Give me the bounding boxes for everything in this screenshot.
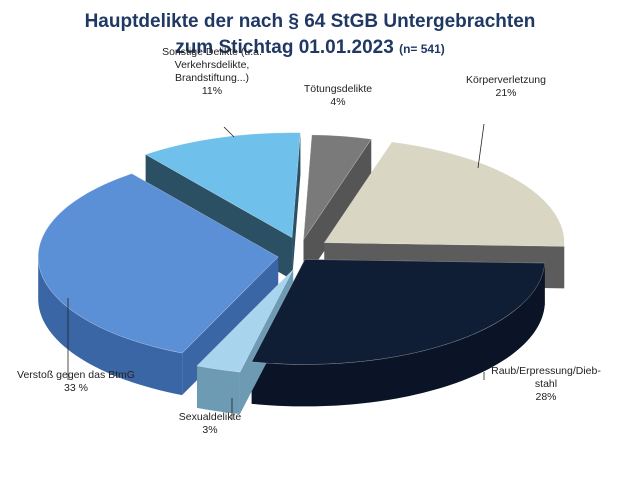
slice-label-name: Sonstige Delikte (u.a. xyxy=(162,46,262,58)
slice-label-percent: 21% xyxy=(495,87,517,99)
slice-label-name: Brandstiftung...) xyxy=(174,72,250,84)
slice-label-percent: 11% xyxy=(201,85,223,97)
chart-title-line1: Hauptdelikte der nach § 64 StGB Untergeb… xyxy=(84,11,536,32)
slice-label: Körperverletzung 21% xyxy=(451,74,561,100)
leader-line xyxy=(223,126,235,138)
slice-label: Tötungsdelikte 4% xyxy=(293,83,383,109)
slice-label-percent: 3% xyxy=(202,424,218,436)
slice-label-name: Sexualdelikte xyxy=(178,411,242,423)
slice-label-percent: 28% xyxy=(535,390,557,403)
pie-slice xyxy=(251,259,546,365)
pie-slice xyxy=(323,141,565,247)
chart-title-date: zum Stichtag 01.01.2023 xyxy=(175,37,394,58)
slice-label: Raub/Erpressung/Dieb-stahl 28% xyxy=(486,365,606,404)
slice-label-name: Körperverletzung xyxy=(466,74,546,86)
pie-slice xyxy=(144,132,301,239)
pie-top-layer xyxy=(37,132,565,373)
slice-label-name: stahl xyxy=(534,377,558,390)
slice-label-percent: 33 % xyxy=(64,382,88,394)
slice-label-name: Raub/Erpressung/Dieb- xyxy=(491,364,601,377)
pie-slice xyxy=(303,134,372,241)
slice-label-name: Verkehrsdelikte, xyxy=(174,59,250,71)
slice-label-name: Verstoß gegen das BtmG xyxy=(17,369,135,381)
slice-label-percent: 4% xyxy=(330,96,346,108)
slice-label: Sonstige Delikte (u.a. Verkehrsdelikte, Br… xyxy=(152,46,272,98)
slice-label-name: Tötungsdelikte xyxy=(303,83,373,95)
leader-line xyxy=(477,123,485,169)
slice-label: Verstoß gegen das BtmG 33 % xyxy=(6,369,146,395)
chart-title-line2: zum Stichtag 01.01.2023 (n= 541) xyxy=(0,36,620,61)
pie-slice xyxy=(196,269,294,373)
slice-label: Sexualdelikte 3% xyxy=(160,411,260,437)
pie-slice xyxy=(37,173,279,354)
chart-title-count: (n= 541) xyxy=(399,42,445,56)
